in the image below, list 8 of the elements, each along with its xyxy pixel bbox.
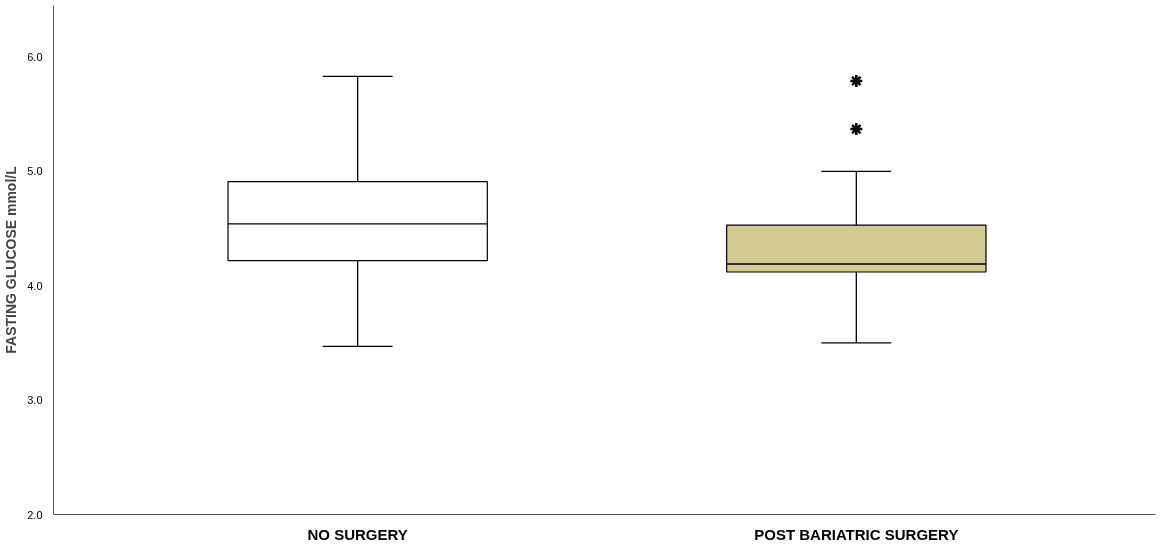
y-tick-label: 3.0 [27, 394, 43, 407]
y-tick-label: 4.0 [27, 279, 43, 292]
x-tick-label: NO SURGERY [307, 525, 408, 543]
y-axis-title: FASTING GLUCOSE mmol/L [3, 165, 20, 354]
y-tick-label: 5.0 [27, 165, 43, 178]
x-tick-label: POST BARIATRIC SURGERY [754, 525, 959, 543]
y-tick-label: 6.0 [27, 50, 43, 63]
y-tick-label: 2.0 [27, 508, 43, 521]
